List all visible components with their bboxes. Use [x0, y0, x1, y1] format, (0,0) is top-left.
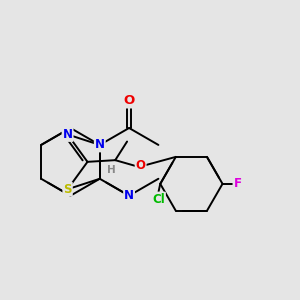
Text: H: H — [107, 165, 116, 175]
Text: N: N — [95, 138, 105, 152]
Text: N: N — [63, 128, 73, 141]
Text: F: F — [234, 177, 242, 190]
Text: Cl: Cl — [152, 193, 165, 206]
Text: O: O — [136, 159, 146, 172]
Text: O: O — [124, 94, 135, 107]
Text: N: N — [124, 189, 134, 202]
Text: S: S — [63, 183, 72, 196]
